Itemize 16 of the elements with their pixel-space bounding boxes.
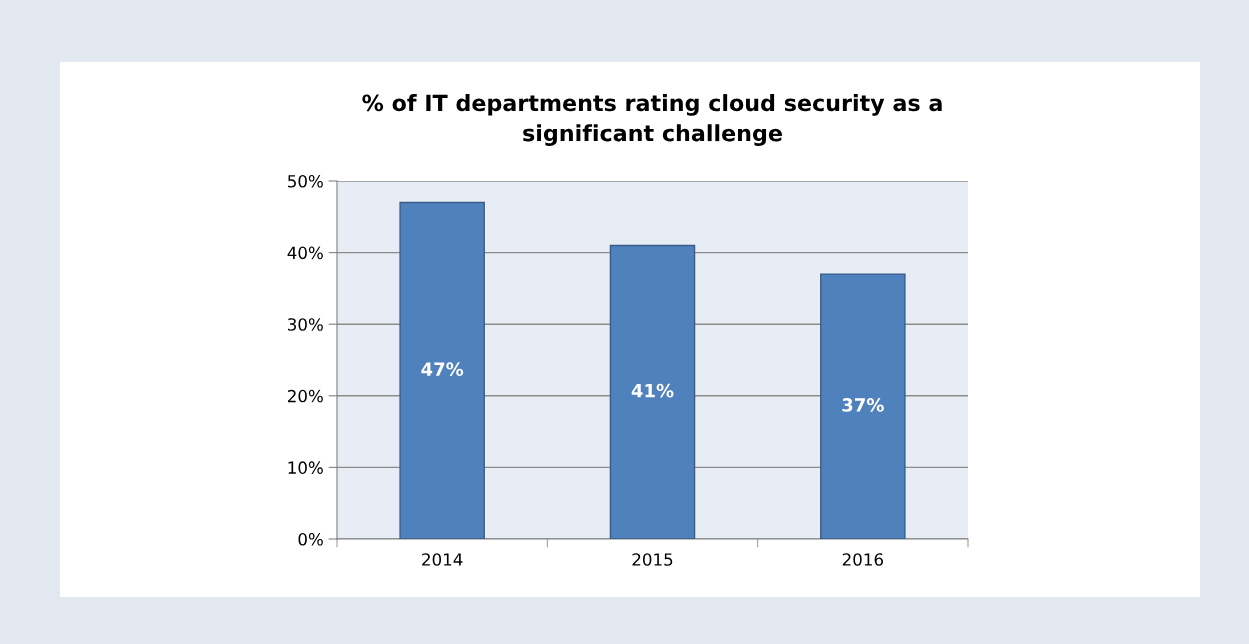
data-label: 37% [842,398,884,412]
data-label: 47% [421,362,464,376]
y-tick-label: 40% [287,246,323,260]
bar [609,244,696,539]
y-tick-label: 50% [288,174,323,188]
y-tick-label: 30% [288,318,323,331]
y-tick-label: 0% [298,532,323,546]
bar [399,201,485,539]
data-label: 41% [631,383,674,398]
bar [820,273,906,539]
y-tick-label: 10% [288,461,323,474]
x-tick-label: 2016 [842,553,883,566]
chart-title: % of IT departments rating cloud security as a significant challenge [362,94,942,146]
x-tick-label: 2014 [422,553,463,566]
y-tick-label: 20% [287,389,323,403]
x-tick-label: 2015 [632,553,673,566]
